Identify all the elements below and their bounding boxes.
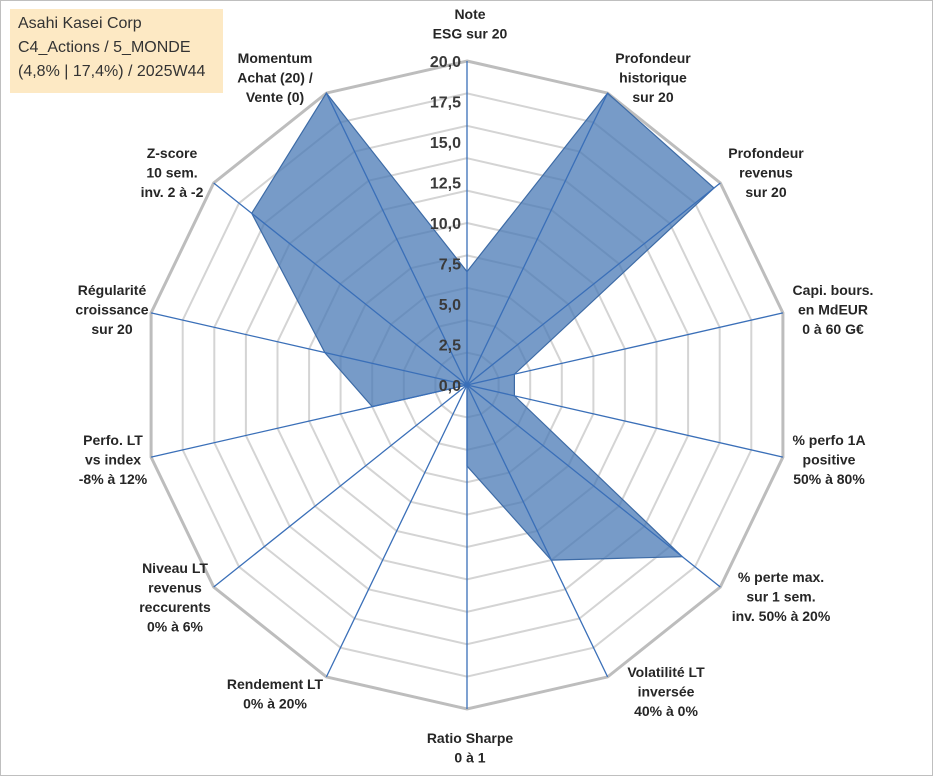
axis-label: revenus bbox=[739, 165, 793, 181]
axis-label: vs index bbox=[85, 452, 141, 468]
axis-spoke bbox=[213, 384, 468, 588]
axis-label: historique bbox=[619, 70, 687, 86]
axis-label: Z-score bbox=[147, 145, 198, 161]
axis-label: Régularité bbox=[78, 282, 147, 298]
company-name: Asahi Kasei Corp bbox=[18, 15, 142, 32]
axis-label: -8% à 12% bbox=[79, 471, 148, 487]
axis-label: 0% à 6% bbox=[147, 619, 204, 635]
axis-label: inversée bbox=[638, 684, 695, 700]
axis-spoke bbox=[325, 92, 468, 386]
axis-label: Vente (0) bbox=[246, 89, 304, 105]
axis-label: ESG sur 20 bbox=[433, 26, 508, 42]
tick-label: 17,5 bbox=[430, 95, 461, 112]
tick-label: 10,0 bbox=[430, 216, 461, 233]
series-layer bbox=[251, 92, 715, 561]
axis-label: 10 sem. bbox=[146, 165, 197, 181]
axis-label: en MdEUR bbox=[798, 302, 868, 318]
tick-label: 20,0 bbox=[430, 54, 461, 71]
axis-label: Ratio Sharpe bbox=[427, 730, 514, 746]
axis-spoke bbox=[466, 92, 609, 386]
axis-label: Rendement LT bbox=[227, 676, 324, 692]
axis-label: Achat (20) / bbox=[237, 70, 313, 86]
tick-label: 2,5 bbox=[439, 338, 461, 355]
axis-spoke bbox=[466, 384, 609, 678]
axis-label: sur 1 sem. bbox=[746, 589, 815, 605]
axis-label: sur 20 bbox=[632, 89, 673, 105]
axis-label: inv. 2 à -2 bbox=[141, 184, 204, 200]
axis-label: reccurents bbox=[139, 599, 211, 615]
tick-label: 0,0 bbox=[439, 378, 461, 395]
axis-spoke bbox=[466, 182, 721, 386]
axis-label: 50% à 80% bbox=[793, 471, 865, 487]
stats-period-label: (4,8% | 17,4%) / 2025W44 bbox=[18, 63, 206, 80]
series-area bbox=[251, 92, 715, 561]
axis-label: % perfo 1A bbox=[792, 432, 865, 448]
axis-label: sur 20 bbox=[745, 184, 786, 200]
axis-label: % perte max. bbox=[738, 569, 824, 585]
axis-label: 0% à 20% bbox=[243, 696, 307, 712]
tick-label: 7,5 bbox=[439, 257, 461, 274]
axis-labels: Note ESG sur 20 Profondeur historique sur 20… bbox=[75, 6, 873, 766]
axis-label: Profondeur bbox=[615, 50, 691, 66]
axis-label: positive bbox=[803, 452, 856, 468]
axis-label: Volatilité LT bbox=[627, 664, 705, 680]
axis-label: Capi. bours. bbox=[793, 282, 874, 298]
axis-label: Note bbox=[454, 6, 485, 22]
axis-label: croissance bbox=[75, 302, 148, 318]
axis-label: 40% à 0% bbox=[634, 703, 698, 719]
axis-spokes bbox=[150, 61, 784, 709]
axis-spoke bbox=[150, 312, 468, 386]
axis-spoke bbox=[466, 312, 784, 386]
axis-label: 0 à 60 G€ bbox=[802, 321, 864, 337]
axis-spoke bbox=[325, 384, 468, 678]
axis-spoke bbox=[150, 384, 468, 458]
axis-label: inv. 50% à 20% bbox=[732, 608, 831, 624]
axis-label: revenus bbox=[148, 580, 202, 596]
axis-spoke bbox=[213, 182, 468, 386]
axis-label: Niveau LT bbox=[142, 560, 208, 576]
tick-labels: 0,0 2,5 5,0 7,5 10,0 12,5 15,0 17,5 20,0 bbox=[430, 54, 461, 395]
tick-label: 15,0 bbox=[430, 135, 461, 152]
axis-label: Profondeur bbox=[728, 145, 804, 161]
tick-label: 12,5 bbox=[430, 176, 461, 193]
axis-label: Momentum bbox=[238, 50, 313, 66]
axis-spoke bbox=[466, 384, 784, 458]
title-box: Asahi Kasei Corp C4_Actions / 5_MONDE (4… bbox=[10, 9, 223, 93]
axis-spoke bbox=[466, 384, 721, 588]
axis-label: sur 20 bbox=[91, 321, 132, 337]
axis-label: Perfo. LT bbox=[83, 432, 143, 448]
category-label: C4_Actions / 5_MONDE bbox=[18, 39, 191, 56]
tick-label: 5,0 bbox=[439, 297, 461, 314]
axis-label: 0 à 1 bbox=[454, 750, 485, 766]
